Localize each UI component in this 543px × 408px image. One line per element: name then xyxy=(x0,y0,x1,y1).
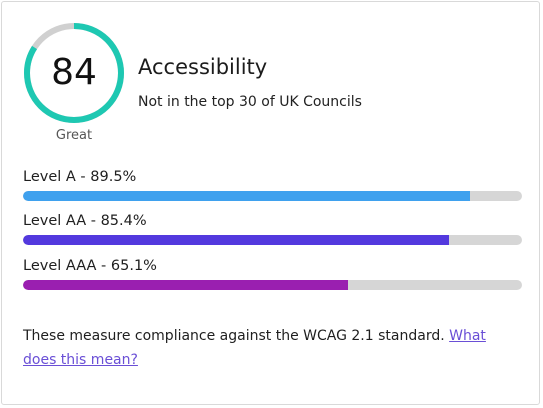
level-aaa-progress-track xyxy=(23,280,522,290)
level-aaa-progress-fill xyxy=(23,280,348,290)
score-value: 84 xyxy=(51,52,97,93)
footer-text: These measure compliance against the WCA… xyxy=(23,328,450,344)
page-title: Accessibility xyxy=(138,55,268,79)
level-aa-progress-track xyxy=(23,235,522,245)
score-ring-fill xyxy=(24,23,124,123)
footer-note: These measure compliance against the WCA… xyxy=(23,324,523,372)
level-aa-progress-fill xyxy=(23,235,450,245)
ranking-subtitle: Not in the top 30 of UK Councils xyxy=(138,94,362,110)
level-aa: Level AA - 85.4% xyxy=(23,211,522,245)
level-aaa-label: Level AAA - 65.1% xyxy=(23,258,157,274)
level-a-progress-fill xyxy=(23,191,470,201)
score-ring xyxy=(24,23,124,123)
score-rating: Great xyxy=(55,128,93,143)
what-does-this-mean-link[interactable]: What does this mean? xyxy=(23,328,486,368)
level-aaa: Level AAA - 65.1% xyxy=(23,256,522,290)
level-a-progress-track xyxy=(23,191,522,201)
level-a: Level A - 89.5% xyxy=(23,167,522,201)
level-aa-label: Level AA - 85.4% xyxy=(23,213,147,229)
level-a-label: Level A - 89.5% xyxy=(23,169,137,185)
score-gauge: 84 xyxy=(22,21,126,125)
